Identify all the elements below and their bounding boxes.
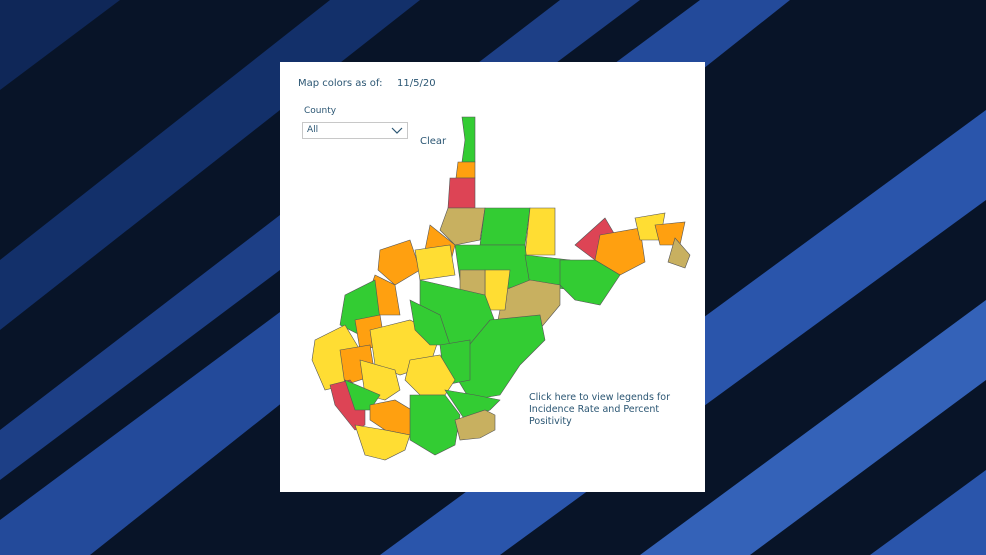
- report-panel: Map colors as of: 11/5/20 County All Cle…: [280, 62, 705, 492]
- date-label: Map colors as of:: [298, 78, 383, 89]
- county-map[interactable]: [280, 62, 705, 492]
- legend-link[interactable]: Click here to view legends for Incidence…: [529, 392, 670, 427]
- dropdown-arrow: [391, 127, 403, 134]
- dropdown-value: All: [307, 125, 319, 135]
- counties: [311, 116, 691, 461]
- date-value: 11/5/20: [397, 78, 436, 89]
- county-dropdown[interactable]: All: [302, 122, 408, 139]
- filter-label: County: [304, 106, 337, 116]
- clear-button[interactable]: Clear: [420, 136, 447, 147]
